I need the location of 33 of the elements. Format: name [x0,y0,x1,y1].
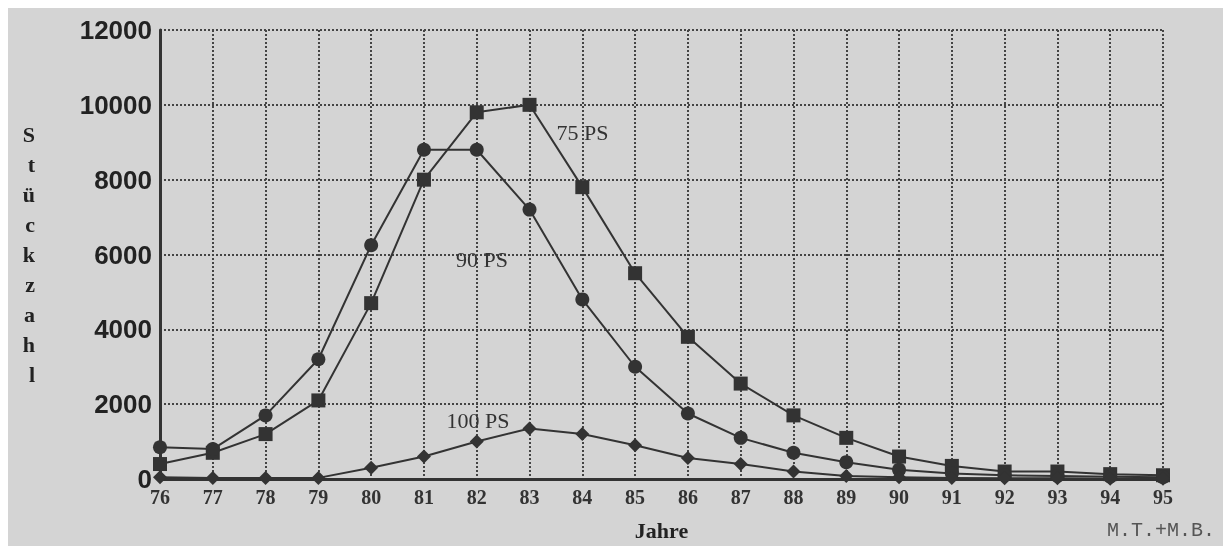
x-tick-label: 87 [730,486,751,508]
x-tick-label: 80 [361,486,382,508]
series-label: 90 PS [455,247,508,273]
x-tick-label: 89 [836,486,857,508]
y-tick-label: 2000 [94,389,152,420]
x-tick-label: 81 [413,486,434,508]
x-tick-label: 79 [308,486,329,508]
x-tick-label: 83 [519,486,540,508]
y-tick-label: 0 [137,464,152,494]
x-tick-label: 78 [255,486,276,508]
x-tick-label: 91 [941,486,962,508]
x-tick-label: 95 [1153,486,1173,508]
series-label: 75 PS [556,120,609,146]
x-tick-label: 86 [677,486,698,508]
series-label: 100 PS [446,407,510,433]
y-tick-label: 4000 [94,314,152,345]
y-tick-label: 8000 [94,164,152,195]
text: M.T.+M.B. [1106,518,1216,542]
x-tick-label: 93 [1047,486,1068,508]
x-tick-label: 82 [466,486,487,508]
x-tick-label: 85 [625,486,646,508]
x-axis-title: Jahre [634,517,689,543]
y-tick-label: 10000 [79,89,152,120]
x-tick-label: 88 [783,486,804,508]
text: Stückzahl [22,122,35,387]
x-tick-label: 76 [150,486,170,508]
x-tick-label: 77 [202,486,223,508]
x-tick-label: 90 [889,486,910,508]
y-tick-label: 12000 [79,15,152,45]
x-tick-label: 94 [1100,486,1121,508]
y-tick-label: 6000 [94,239,152,270]
x-tick-label: 84 [572,486,593,508]
x-tick-label: 92 [994,486,1015,508]
